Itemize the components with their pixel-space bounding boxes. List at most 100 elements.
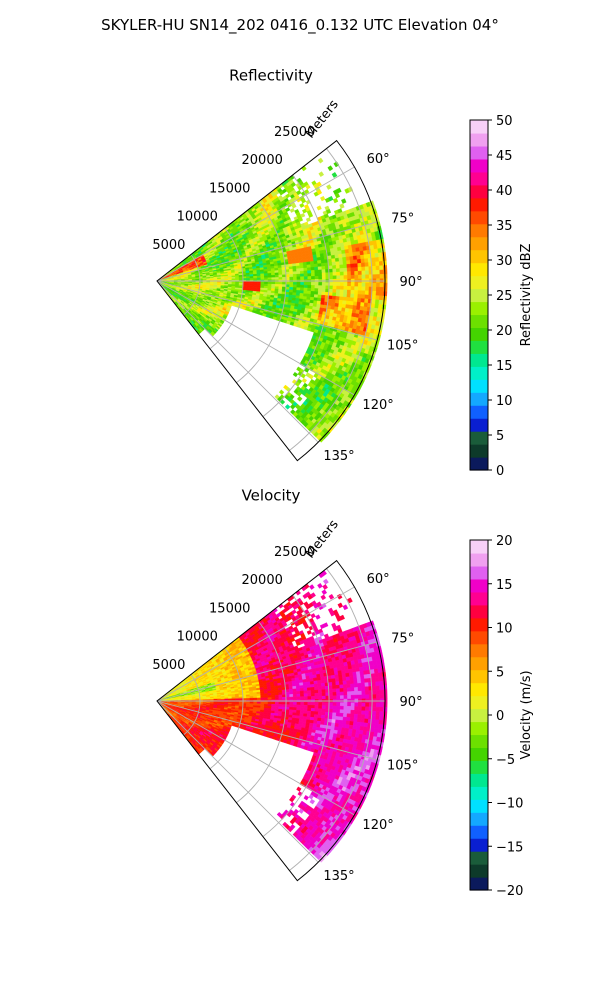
- range-tick-label: 20000: [242, 153, 283, 168]
- radar-gate: [339, 271, 345, 276]
- radar-gate: [328, 292, 333, 297]
- radar-gate: [334, 192, 341, 199]
- radar-gate: [295, 265, 301, 270]
- radar-gate: [347, 286, 352, 291]
- radar-gate: [376, 274, 381, 279]
- radar-gate: [321, 282, 327, 286]
- radar-gate: [317, 288, 323, 293]
- radar-gate: [331, 295, 337, 301]
- radar-gate: [271, 281, 276, 285]
- radar-gate: [307, 287, 312, 292]
- radar-gate: [307, 276, 312, 280]
- radar-gate: [275, 277, 279, 281]
- radar-gate: [347, 274, 352, 280]
- radar-gate: [342, 604, 349, 611]
- radar-gate: [356, 297, 362, 303]
- radar-gate: [331, 172, 338, 178]
- radar-gate: [331, 261, 337, 266]
- radar-gate: [274, 274, 280, 278]
- radar-gate: [314, 282, 319, 286]
- radar-gate: [299, 267, 305, 272]
- colorbar-swatch: [470, 405, 488, 419]
- colorbar-swatch: [470, 353, 488, 367]
- radar-gate: [282, 276, 287, 280]
- radar-gate: [361, 282, 366, 288]
- radar-gate: [292, 284, 298, 288]
- radar-gate: [379, 286, 384, 292]
- colorbar-swatch: [470, 210, 488, 225]
- radar-gate: [364, 266, 370, 272]
- radar-gate: [310, 263, 315, 268]
- radar-gate: [313, 263, 319, 268]
- radar-gate: [317, 269, 323, 274]
- radar-gate: [332, 265, 337, 270]
- radar-gate: [357, 290, 362, 295]
- colorbar-swatch: [470, 158, 488, 173]
- radar-gate: [342, 293, 348, 298]
- colorbar-swatch: [470, 197, 488, 212]
- radar-gate: [285, 276, 290, 280]
- radar-gate: [361, 290, 366, 296]
- radar-gate: [353, 293, 359, 299]
- radar-gate: [357, 274, 363, 280]
- colorbar-swatch: [470, 184, 488, 199]
- radar-gate: [375, 261, 380, 267]
- radar-gate: [347, 282, 352, 287]
- colorbar-swatch: [470, 366, 488, 380]
- radar-gate: [270, 270, 276, 274]
- radar-gate: [346, 297, 351, 302]
- radar-gate: [336, 271, 341, 276]
- radar-gate: [303, 270, 308, 275]
- azimuth-tick-label: 60°: [367, 152, 390, 167]
- colorbar-swatch: [470, 262, 488, 277]
- radar-gate: [320, 195, 326, 202]
- radar-gate: [328, 285, 334, 290]
- radar-gate: [350, 274, 355, 280]
- radar-gate: [320, 259, 326, 264]
- radar-gate: [316, 189, 323, 195]
- radar-gate: [339, 296, 344, 301]
- radar-gate: [328, 295, 333, 300]
- radar-gate: [316, 205, 322, 211]
- radar-gate: [354, 282, 359, 287]
- radar-gate: [260, 275, 265, 279]
- radar-gate: [238, 278, 243, 281]
- radar-gate: [309, 584, 315, 590]
- radar-gate: [274, 272, 279, 276]
- radar-gate: [303, 273, 308, 277]
- radar-gate: [332, 289, 337, 294]
- radar-gate: [349, 255, 354, 261]
- radar-gate: [372, 270, 377, 275]
- radar-gate: [264, 283, 269, 287]
- radar-gate: [305, 217, 311, 223]
- radar-gate: [318, 272, 323, 277]
- radar-gate: [318, 275, 323, 280]
- radar-gate: [306, 629, 312, 635]
- colorbar-swatch: [470, 431, 488, 445]
- radar-gate: [353, 263, 359, 268]
- radar-gate: [310, 266, 315, 271]
- radar-gate: [249, 276, 254, 279]
- radar-gate: [224, 278, 229, 281]
- radar-gate: [379, 269, 384, 275]
- radar-gate: [357, 282, 363, 287]
- colorbar-tick-label: 15: [496, 359, 513, 374]
- colorbar-swatch: [470, 288, 488, 303]
- colorbar-swatch: [470, 236, 488, 251]
- radar-gate: [357, 286, 363, 291]
- radar-gate: [335, 296, 340, 301]
- radar-gate: [336, 275, 341, 280]
- range-tick-label: 5000: [152, 238, 185, 253]
- radar-gate: [296, 284, 301, 289]
- colorbar-swatch: [470, 457, 488, 471]
- radar-gate: [322, 584, 328, 590]
- radar-gate: [321, 266, 326, 271]
- radar-gate: [371, 261, 377, 267]
- radar-gate: [335, 268, 341, 273]
- radar-gate: [343, 275, 348, 280]
- colorbar-swatch: [470, 379, 488, 393]
- radar-gate: [278, 284, 283, 288]
- radar-gate: [342, 300, 347, 305]
- radar-gate: [256, 277, 262, 281]
